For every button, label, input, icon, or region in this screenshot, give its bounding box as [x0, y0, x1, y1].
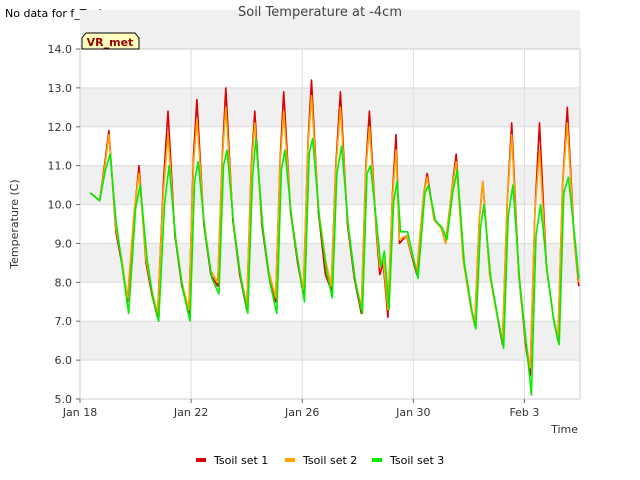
y-tick-label: 10.0 — [48, 199, 73, 212]
y-tick-label: 9.0 — [55, 237, 73, 250]
y-tick-label: 12.0 — [48, 121, 73, 134]
y-tick-label: 5.0 — [55, 393, 73, 406]
legend-label: Tsoil set 3 — [389, 454, 444, 467]
x-tick-label: Jan 18 — [62, 406, 97, 419]
plot-band — [80, 87, 580, 127]
legend-swatch — [285, 458, 295, 462]
y-tick-label: 13.0 — [48, 82, 73, 95]
y-tick-label: 7.0 — [55, 315, 73, 328]
series-line-tsoil-set-3 — [89, 137, 580, 396]
y-axis-label: Temperature (C) — [8, 179, 21, 269]
y-tick-label: 8.0 — [55, 276, 73, 289]
y-tick-label: 6.0 — [55, 354, 73, 367]
plot-band — [80, 243, 580, 283]
x-axis-ticks: Jan 18 Jan 22 Jan 26 Jan 30 Feb 3 — [62, 399, 539, 419]
plot-bands — [80, 10, 580, 361]
series-lines — [89, 79, 580, 396]
vr-met-badge: VR_met — [81, 32, 140, 50]
badge-label: VR_met — [87, 36, 134, 49]
plot-band — [80, 10, 580, 49]
x-tick-label: Jan 30 — [395, 406, 430, 419]
legend-label: Tsoil set 2 — [302, 454, 357, 467]
legend-swatch — [196, 458, 206, 462]
legend: Tsoil set 1 Tsoil set 2 Tsoil set 3 — [196, 454, 444, 467]
plot-band — [80, 321, 580, 361]
x-tick-label: Jan 22 — [173, 406, 208, 419]
x-tick-label: Feb 3 — [509, 406, 539, 419]
y-tick-label: 11.0 — [48, 160, 73, 173]
y-axis-ticks: 5.0 6.0 7.0 8.0 9.0 10.0 11.0 12.0 13.0 14.0 — [48, 43, 80, 406]
plot-band — [80, 165, 580, 205]
x-tick-label: Jan 26 — [284, 406, 319, 419]
legend-swatch — [372, 458, 382, 462]
plot-frame — [79, 48, 581, 400]
x-axis-label: Time — [550, 423, 578, 436]
chart-title: Soil Temperature at -4cm — [238, 5, 402, 20]
legend-label: Tsoil set 1 — [213, 454, 268, 467]
y-tick-label: 14.0 — [48, 43, 73, 56]
